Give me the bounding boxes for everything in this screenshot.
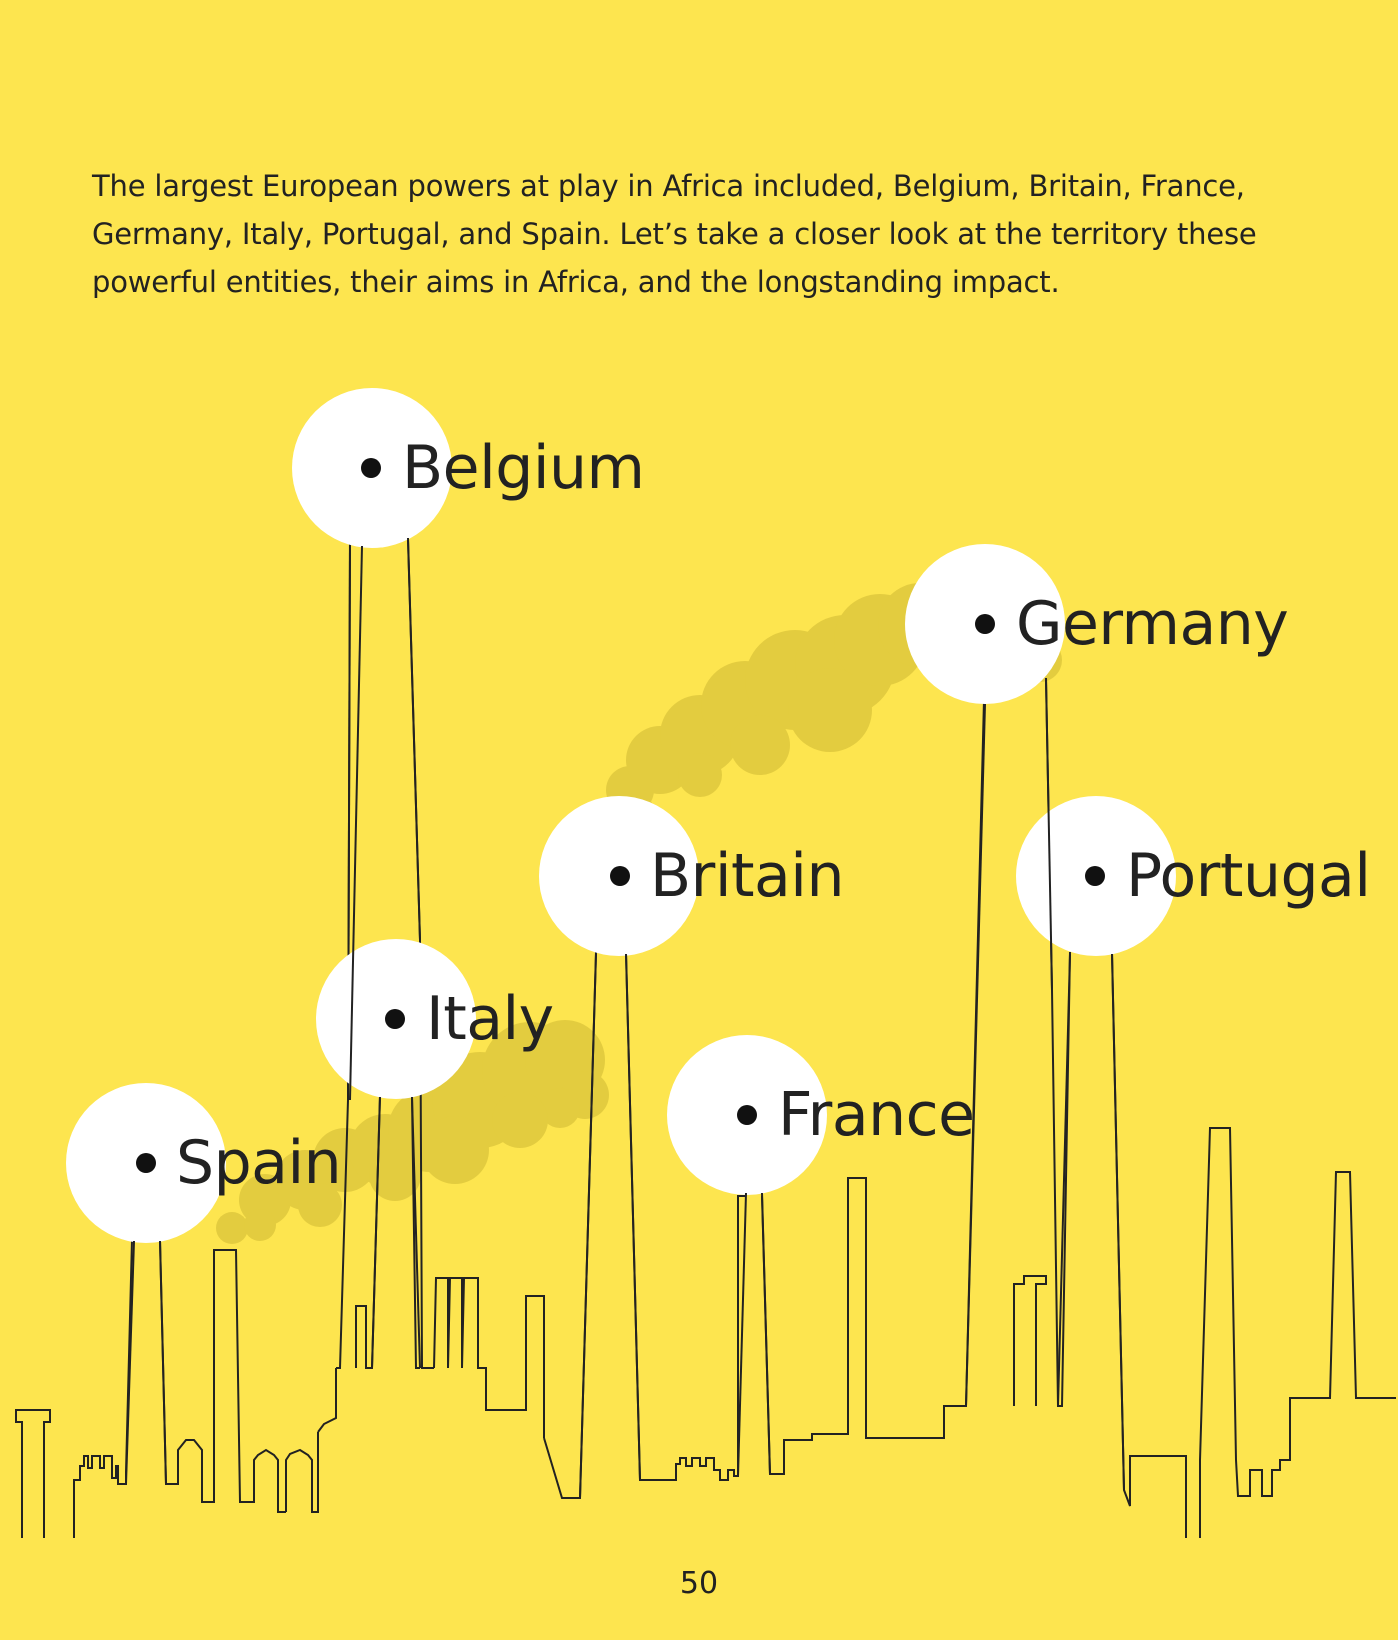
skyline-outline	[15, 539, 1396, 1538]
bullet-dot-icon	[385, 1009, 405, 1029]
smoke-cloud-italy	[216, 1020, 609, 1244]
country-label-spain: Spain	[176, 1128, 341, 1198]
country-marker-portugal: Portugal	[1016, 796, 1371, 956]
bullet-dot-icon	[610, 866, 630, 886]
country-marker-germany: Germany	[905, 544, 1289, 704]
country-label-britain: Britain	[650, 841, 844, 911]
page-number: 50	[679, 1566, 719, 1601]
country-label-france: France	[778, 1080, 975, 1150]
country-marker-italy: Italy	[316, 939, 554, 1099]
country-marker-britain: Britain	[539, 796, 845, 956]
country-marker-france: France	[667, 1035, 975, 1195]
bullet-dot-icon	[361, 458, 381, 478]
chimney-stems	[125, 537, 1125, 1499]
country-label-germany: Germany	[1016, 589, 1288, 659]
country-marker-belgium: Belgium	[292, 388, 645, 548]
country-label-belgium: Belgium	[402, 433, 644, 503]
bullet-dot-icon	[975, 614, 995, 634]
bullet-dot-icon	[737, 1105, 757, 1125]
bullet-dot-icon	[136, 1153, 156, 1173]
country-label-portugal: Portugal	[1126, 841, 1371, 911]
country-label-italy: Italy	[426, 984, 554, 1054]
intro-paragraph: The largest European powers at play in A…	[92, 169, 1257, 299]
country-marker-spain: Spain	[66, 1083, 342, 1243]
bullet-dot-icon	[1085, 866, 1105, 886]
